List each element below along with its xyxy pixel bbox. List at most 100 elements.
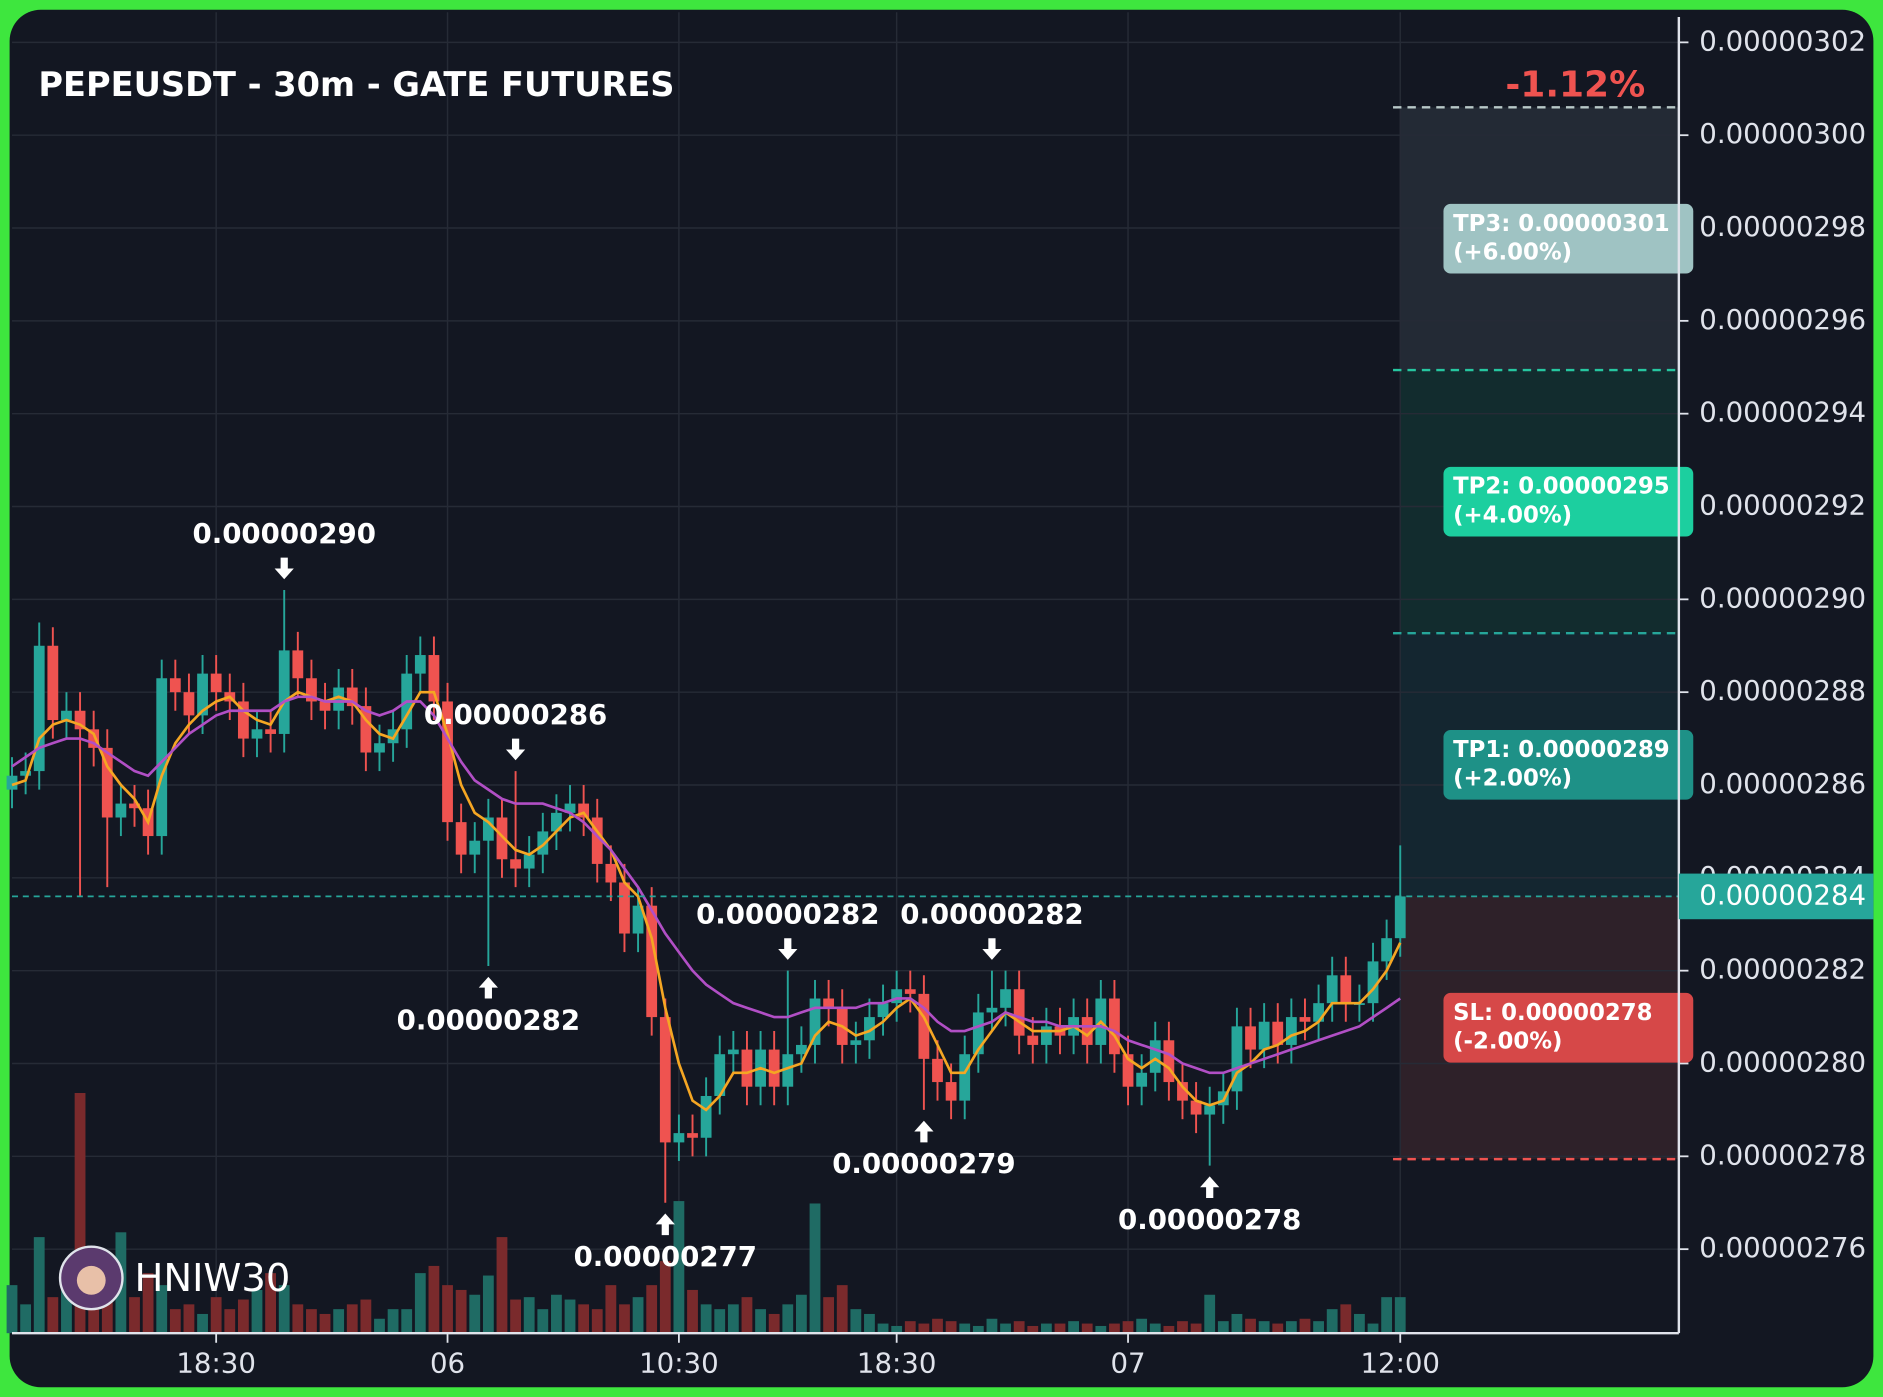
candle-body (959, 1054, 971, 1101)
volume-bar (972, 1325, 984, 1334)
volume-bar (1081, 1323, 1093, 1334)
candle-body (1285, 1017, 1297, 1045)
candle-body (659, 1017, 671, 1143)
candle-body (414, 655, 426, 674)
volume-bar (88, 1304, 100, 1334)
candle-body (523, 854, 535, 869)
volume-bar (537, 1309, 549, 1334)
candle-body (292, 650, 304, 679)
volume-bar (414, 1273, 426, 1334)
volume-bar (1313, 1321, 1324, 1334)
volume-bar (727, 1304, 739, 1334)
candle-body (374, 743, 385, 753)
volume-bar (387, 1309, 399, 1334)
level-note: (+4.00%) (1453, 503, 1572, 529)
y-tick-label: 0.00000278 (1699, 1138, 1866, 1171)
candle-body (455, 822, 467, 855)
volume-bar (101, 1285, 113, 1334)
candle-body (237, 701, 249, 739)
volume-bar (891, 1325, 903, 1334)
volume-bar (605, 1285, 617, 1334)
avatar-face (76, 1265, 106, 1295)
candle-body (442, 701, 453, 823)
level-note: (+6.00%) (1453, 240, 1572, 266)
volume-bar (455, 1289, 467, 1334)
level-box (1443, 203, 1694, 274)
volume-bar (1245, 1318, 1256, 1334)
candle-body (714, 1054, 726, 1096)
candle-body (864, 1017, 875, 1041)
volume-bar (1054, 1323, 1066, 1334)
candle-body (1245, 1026, 1256, 1050)
volume-bar (20, 1304, 32, 1334)
candle-body (1081, 1017, 1093, 1045)
candle-body (768, 1049, 780, 1087)
y-tick-label: 0.00000288 (1699, 674, 1866, 707)
volume-bar (1163, 1325, 1175, 1334)
watermark: HNIW30 (135, 1256, 291, 1301)
y-tick-label: 0.00000294 (1699, 396, 1866, 429)
x-tick-label: 18:30 (857, 1346, 937, 1379)
x-tick-label: 10:30 (639, 1346, 719, 1379)
volume-bar (1000, 1323, 1011, 1334)
level-box (1443, 729, 1694, 800)
volume-bar (959, 1323, 971, 1334)
candle-body (591, 817, 603, 864)
volume-bar (197, 1313, 208, 1334)
candle-body (1190, 1100, 1202, 1115)
volume-bar (1258, 1321, 1270, 1334)
volume-bar (1299, 1318, 1311, 1334)
volume-bar (401, 1309, 413, 1334)
candle-body (360, 706, 372, 753)
candle-body (1109, 998, 1120, 1055)
candle-body (551, 812, 562, 832)
arrow (982, 938, 1002, 960)
candle-body (156, 678, 168, 837)
level-label: SL: 0.00000278 (1453, 1000, 1652, 1026)
volume-bar (374, 1318, 385, 1334)
ma-line (11, 695, 1401, 1075)
candle-body (74, 710, 86, 730)
candle-body (795, 1044, 807, 1055)
candle-body (823, 998, 835, 1008)
candle-body (1299, 1017, 1311, 1022)
y-tick-label: 0.00000300 (1699, 117, 1866, 150)
x-tick-label: 06 (430, 1346, 465, 1379)
candle-body (20, 771, 32, 776)
volume-bar (496, 1237, 508, 1334)
chart-title: PEPEUSDT - 30m - GATE FUTURES (38, 65, 674, 104)
volume-bar (237, 1299, 249, 1334)
high-label: 0.00000286 (424, 698, 607, 731)
volume-bar (768, 1313, 780, 1334)
volume-bar (1027, 1325, 1039, 1334)
candle-body (741, 1049, 753, 1087)
candle-body (1136, 1072, 1148, 1087)
candle-body (537, 831, 549, 855)
arrow (914, 1120, 934, 1143)
level-note: (-2.00%) (1453, 1029, 1562, 1055)
volume-bar (578, 1304, 590, 1334)
candle-body (918, 993, 930, 1059)
volume-bar (333, 1309, 345, 1334)
volume-bar (564, 1299, 576, 1334)
volume-bar (986, 1318, 998, 1334)
volume-bar (292, 1304, 304, 1334)
candle-body (1258, 1021, 1270, 1050)
candle-body (1204, 1105, 1216, 1115)
candle-body (1326, 975, 1338, 1004)
arrow (505, 738, 526, 761)
volume-bar (1217, 1321, 1229, 1334)
volume-bar (1136, 1318, 1148, 1334)
volume-bar (224, 1309, 236, 1334)
level-label: TP2: 0.00000295 (1453, 474, 1670, 500)
candle-body (972, 1012, 984, 1055)
candle-body (1149, 1040, 1161, 1073)
candle-body (1367, 961, 1379, 1004)
volume-bar (129, 1297, 140, 1334)
y-tick-label: 0.00000296 (1699, 303, 1866, 336)
volume-bar (809, 1203, 821, 1334)
level-box (1443, 992, 1694, 1063)
candle-body (1177, 1082, 1188, 1101)
